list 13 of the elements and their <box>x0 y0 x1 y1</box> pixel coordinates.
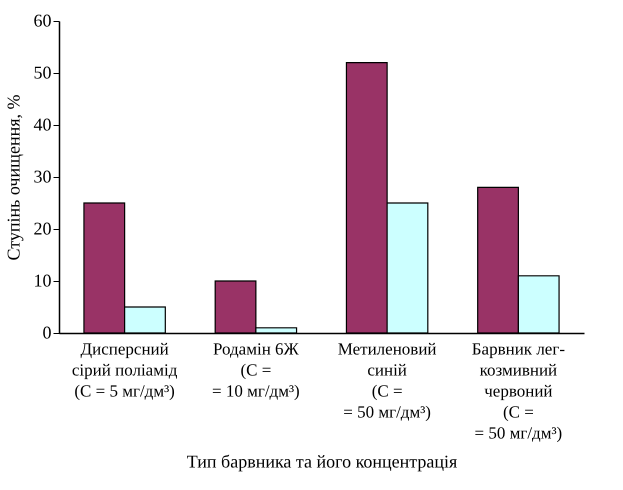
x-tick-label: Родамін 6Ж (C = = 10 мг/дм³) <box>212 340 300 400</box>
y-tick-label: 60 <box>34 10 52 30</box>
y-tick-label: 10 <box>34 270 52 290</box>
x-axis-title: Тип барвника та його концентрація <box>186 452 458 472</box>
y-axis-title: Ступінь очищення, % <box>4 94 24 260</box>
x-tick-label: Барвник лег- козмивний червоний (C = = 50 мг/дм³) <box>472 340 566 442</box>
x-tick-label: Метиленовий синій (C = = 50 мг/дм³) <box>338 340 437 422</box>
y-tick-label: 0 <box>42 322 52 342</box>
y-tick-label: 50 <box>34 62 52 82</box>
y-tick-label: 40 <box>34 114 52 134</box>
x-tick-label: Дисперсний сірий поліамід (C = 5 мг/дм³) <box>72 340 178 400</box>
y-tick-label: 30 <box>34 166 52 186</box>
y-tick-label: 20 <box>34 218 52 238</box>
